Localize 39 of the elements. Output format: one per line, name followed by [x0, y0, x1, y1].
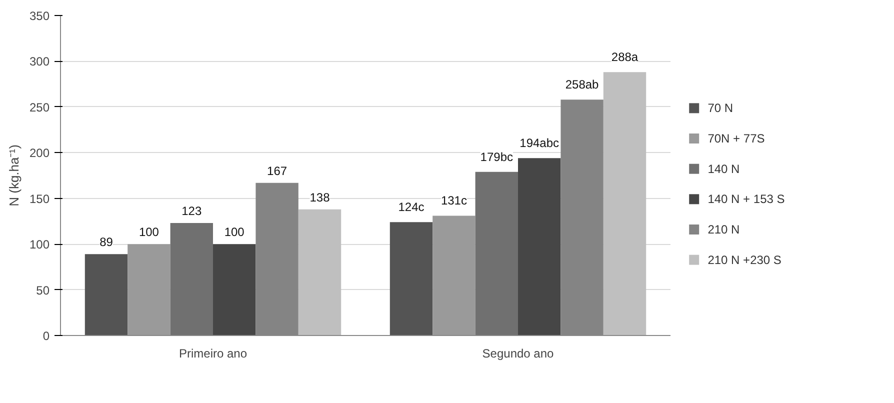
bar — [84, 254, 128, 336]
data-label: 167 — [267, 164, 288, 178]
y-tick-label: 250 — [29, 100, 50, 114]
x-tick-label: Segundo ano — [482, 346, 554, 360]
bar — [298, 209, 342, 336]
y-tick-label: 0 — [42, 329, 50, 343]
bar — [518, 158, 561, 336]
bar — [390, 222, 433, 336]
data-label: 89 — [100, 235, 114, 250]
data-label: 179bc — [480, 150, 514, 164]
legend-label: 210 N — [708, 222, 740, 236]
bar — [432, 216, 476, 336]
data-label: 100 — [224, 225, 245, 240]
y-tick-label: 100 — [29, 238, 50, 252]
data-label: 123 — [182, 204, 202, 218]
legend-label: 140 N + 153 S — [708, 192, 785, 206]
bar — [475, 172, 518, 336]
data-label: 258ab — [565, 78, 600, 92]
y-tick-label: 350 — [29, 9, 50, 23]
x-tick-label: Primeiro ano — [178, 346, 248, 360]
y-tick-label: 50 — [36, 283, 50, 298]
data-label: 124c — [398, 200, 424, 214]
data-label: 138 — [310, 190, 330, 204]
data-label: 131c — [440, 194, 467, 208]
y-axis-title: N (kg.ha⁻¹) — [6, 144, 22, 206]
data-label: 100 — [138, 225, 160, 240]
bar — [213, 244, 256, 336]
y-tick-label: 200 — [29, 146, 50, 160]
legend-label: 70 N — [708, 101, 734, 116]
legend-label: 70N + 77S — [708, 132, 765, 146]
data-label: 288a — [611, 50, 638, 64]
bar — [603, 72, 646, 336]
data-label: 194abc — [520, 136, 560, 150]
legend-label: 140 N — [708, 162, 740, 176]
bar — [170, 223, 213, 336]
legend-label: 210 N +230 S — [708, 252, 782, 267]
bar — [128, 244, 170, 336]
y-tick-label: 150 — [29, 192, 50, 206]
y-tick-label: 300 — [29, 54, 50, 69]
